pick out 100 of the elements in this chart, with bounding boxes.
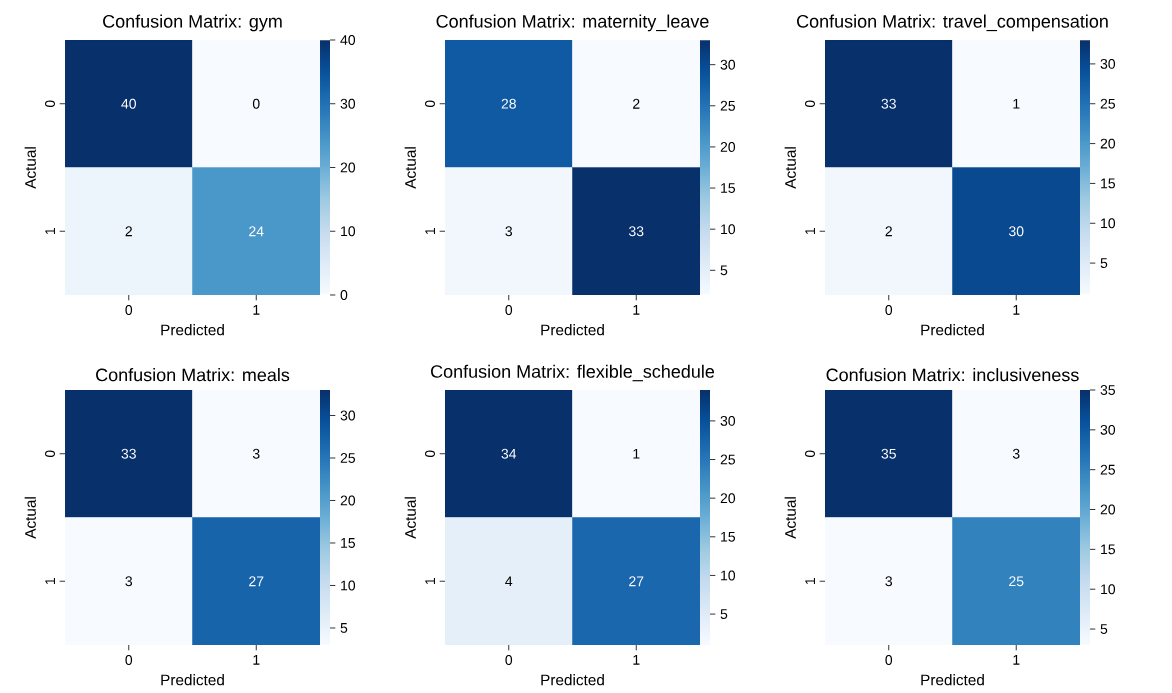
color-bar-label: 30 (720, 59, 736, 70)
color-bar-label: 10 (1101, 218, 1116, 229)
color-bar-label: 25 (1100, 464, 1116, 475)
color-bar-label: 5 (720, 265, 728, 276)
color-bar-label: 35 (1100, 385, 1116, 395)
y-axis-title: Actual (784, 497, 796, 539)
data-label: 33 (121, 448, 136, 459)
data-label: 27 (249, 576, 264, 587)
color-bar-label: 20 (720, 141, 736, 152)
y-tick-label: 1 (45, 578, 55, 585)
y-tick-label: 0 (805, 100, 815, 108)
color-bar-label: 15 (1101, 544, 1116, 555)
data-label: 3 (125, 576, 133, 587)
x-tick-label: 1 (633, 305, 640, 315)
data-label: 33 (628, 226, 644, 237)
color-bar-label: 30 (720, 415, 736, 426)
data-label: 27 (629, 576, 644, 587)
y-tick-label: 1 (805, 578, 815, 585)
color-bar-label: 15 (341, 538, 356, 548)
color-bar-label: 20 (1100, 504, 1116, 515)
color-bar-label: 20 (720, 493, 736, 504)
x-axis-title: Predicted (541, 324, 604, 336)
data-label: 1 (1013, 98, 1020, 109)
chart-title: Confusion Matrix: inclusiveness (826, 368, 1079, 382)
data-label: 28 (501, 98, 516, 109)
data-label: 2 (633, 98, 640, 109)
x-tick-label: 0 (885, 655, 893, 665)
data-label: 33 (881, 98, 896, 109)
color-bar-label: 5 (1100, 624, 1108, 634)
color-bar-label: 5 (340, 623, 348, 633)
color-bar-label: 30 (340, 410, 356, 421)
color-bar-label: 10 (721, 224, 736, 235)
x-axis-title: Predicted (161, 324, 224, 336)
color-bar-label: 15 (1101, 178, 1116, 189)
color-bar-label: 15 (721, 183, 736, 193)
y-tick-label: 1 (425, 228, 435, 235)
x-tick-label: 0 (125, 305, 133, 315)
data-label: 3 (252, 448, 260, 459)
chart-title: Confusion Matrix: flexible_schedule (431, 364, 715, 382)
color-bar-label: 10 (721, 570, 736, 581)
y-tick-label: 0 (805, 450, 815, 458)
x-tick-label: 0 (885, 305, 893, 315)
y-axis-title: Actual (404, 497, 416, 539)
color-bar-label: 0 (340, 290, 348, 300)
chart-title: Confusion Matrix: meals (96, 368, 290, 382)
color-bar-label: 15 (721, 531, 736, 542)
color-bar-label: 20 (340, 495, 356, 506)
color-bar-label: 20 (1100, 138, 1116, 149)
y-tick-label: 1 (805, 228, 815, 235)
data-label: 34 (501, 448, 517, 459)
y-tick-label: 0 (425, 450, 435, 458)
y-axis-title: Actual (404, 147, 416, 189)
y-axis-title: Actual (24, 497, 36, 539)
y-tick-label: 1 (425, 578, 435, 585)
data-label: 4 (505, 576, 513, 587)
color-bar-label: 30 (1100, 424, 1116, 435)
color-bar-label: 5 (1100, 258, 1108, 268)
x-tick-label: 1 (253, 655, 260, 665)
y-tick-label: 0 (45, 450, 55, 458)
x-axis-title: Predicted (921, 324, 984, 336)
y-axis-title: Actual (24, 147, 36, 189)
data-label: 3 (885, 576, 893, 587)
color-bar-label: 25 (720, 100, 736, 111)
color-bar-label: 25 (340, 453, 356, 463)
x-axis-title: Predicted (161, 674, 224, 686)
data-label: 25 (1009, 576, 1024, 587)
data-label: 3 (1012, 448, 1020, 459)
x-tick-label: 1 (253, 305, 260, 315)
data-label: 0 (252, 98, 260, 109)
chart-title: Confusion Matrix: gym (103, 14, 282, 32)
data-label: 24 (249, 226, 264, 237)
y-tick-label: 0 (425, 100, 435, 108)
chart-title: Confusion Matrix: maternity_leave (436, 14, 709, 32)
color-bar-label: 10 (341, 580, 356, 591)
color-bar-label: 10 (341, 226, 356, 237)
x-tick-label: 0 (125, 655, 133, 665)
x-tick-label: 1 (1013, 305, 1020, 315)
color-bar-label: 25 (720, 454, 736, 465)
color-bar-label: 25 (1100, 98, 1116, 109)
data-label: 2 (125, 226, 132, 237)
chart-title: Confusion Matrix: travel_compensation (797, 14, 1108, 32)
x-tick-label: 1 (1013, 655, 1020, 665)
data-label: 1 (633, 448, 640, 459)
x-tick-label: 0 (505, 305, 513, 315)
x-tick-label: 0 (505, 655, 513, 665)
color-bar-label: 10 (1101, 584, 1116, 595)
data-label: 30 (1008, 226, 1024, 237)
data-label: 40 (121, 98, 136, 109)
color-bar-label: 40 (340, 35, 356, 45)
y-tick-label: 0 (45, 100, 55, 108)
x-axis-title: Predicted (921, 674, 984, 686)
y-axis-title: Actual (784, 147, 796, 189)
color-bar-label: 30 (340, 98, 356, 109)
color-bar-label: 20 (340, 162, 356, 173)
x-axis-title: Predicted (541, 674, 604, 686)
data-label: 35 (881, 448, 896, 459)
color-bar-label: 30 (1100, 58, 1116, 69)
y-tick-label: 1 (45, 228, 55, 235)
x-tick-label: 1 (633, 655, 640, 665)
color-bar-label: 5 (720, 609, 728, 619)
